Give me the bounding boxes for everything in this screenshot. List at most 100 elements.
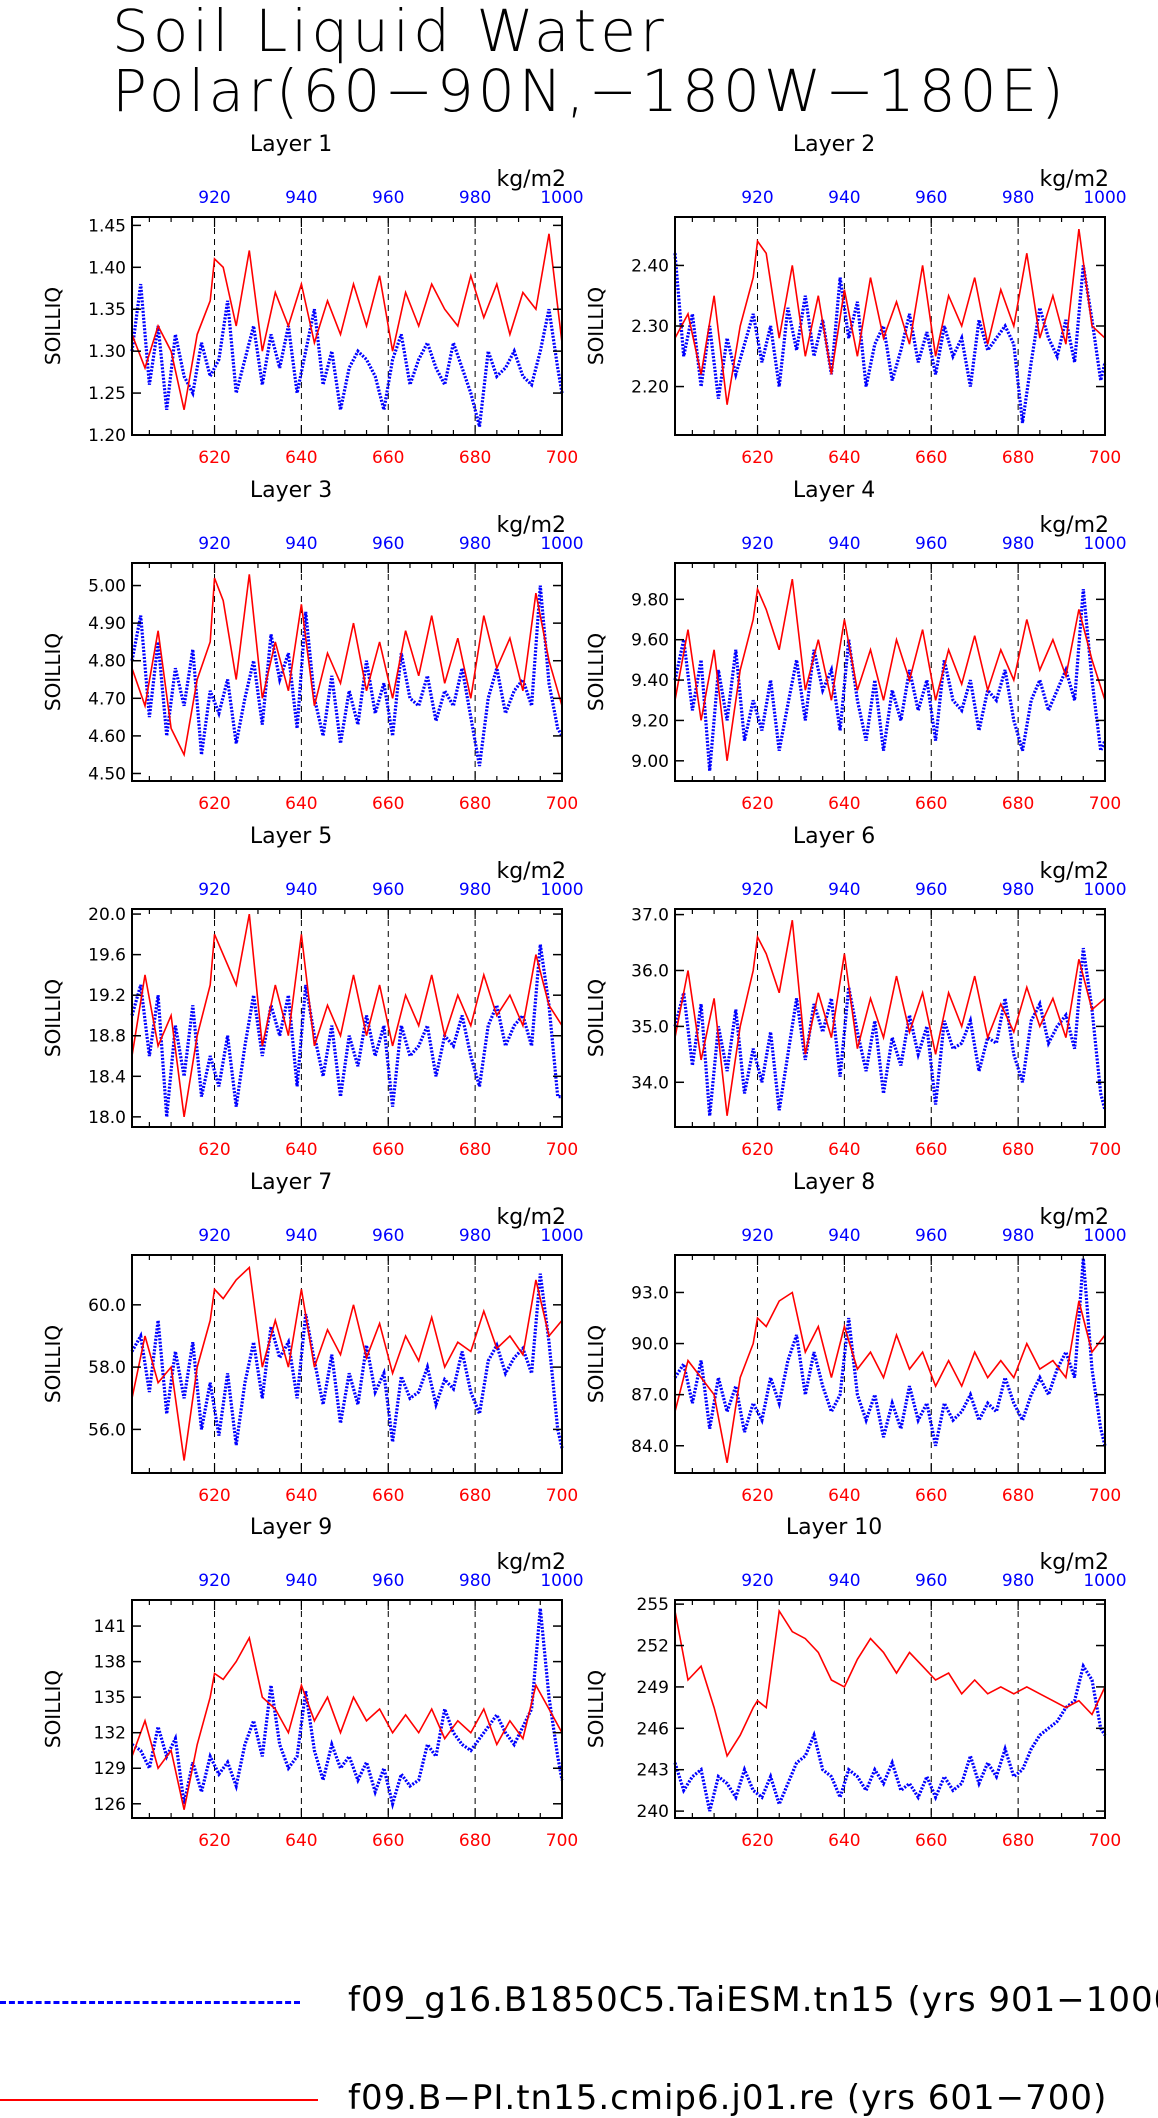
series-line-red <box>131 1635 563 1810</box>
panel-title: Layer 8 <box>793 1170 875 1195</box>
series-line-blue <box>673 253 1107 424</box>
panel-title: Layer 6 <box>793 824 875 849</box>
series-line-red <box>674 578 1106 761</box>
panel-2: Layer 2 kg/m2 2.20 2.30 2.40 620 640 660 680 700 9… <box>584 132 1127 468</box>
x-bottom-tick-label: 660 <box>915 1831 947 1851</box>
y-tick-label: 1.25 <box>88 384 126 404</box>
x-bottom-tick-label: 620 <box>198 794 230 814</box>
y-tick-label: 2.40 <box>631 256 669 276</box>
x-top-tick-label: 920 <box>741 1226 773 1246</box>
x-top-tick-label: 1000 <box>540 1226 583 1246</box>
x-bottom-tick-label: 620 <box>198 448 230 468</box>
panel-10: Layer 10 kg/m2 240 243 246 249 252 255 620 640 660… <box>584 1515 1127 1851</box>
x-top-tick-label: 940 <box>828 880 860 900</box>
y-tick-label: 93.0 <box>631 1283 669 1303</box>
x-bottom-tick-label: 700 <box>1089 794 1121 814</box>
x-bottom-tick-label: 620 <box>198 1486 230 1506</box>
y-tick-label: 84.0 <box>631 1437 669 1457</box>
y-tick-label: 1.20 <box>88 426 126 446</box>
x-bottom-tick-label: 680 <box>459 448 491 468</box>
panel-4: Layer 4 kg/m2 9.00 9.20 9.40 9.60 9.80 620 640 66… <box>584 478 1127 814</box>
top-axis-unit: kg/m2 <box>1039 513 1109 538</box>
x-bottom-tick-label: 700 <box>1089 1486 1121 1506</box>
x-bottom-tick-label: 680 <box>1002 1486 1034 1506</box>
y-axis-label: SOILLIQ <box>41 979 65 1057</box>
x-top-tick-label: 960 <box>372 1226 404 1246</box>
plot-frame <box>131 908 563 1128</box>
panel-title: Layer 4 <box>793 478 875 503</box>
x-bottom-tick-label: 700 <box>1089 1831 1121 1851</box>
y-tick-label: 249 <box>637 1678 669 1698</box>
x-top-tick-label: 1000 <box>540 880 583 900</box>
x-bottom-tick-label: 660 <box>915 1140 947 1160</box>
series-line-red <box>674 920 1106 1116</box>
top-axis-unit: kg/m2 <box>496 1550 566 1575</box>
x-top-tick-label: 940 <box>828 1571 860 1591</box>
panel-5: Layer 5 kg/m2 18.0 18.4 18.8 19.2 19.6 20.0 620 6… <box>41 824 584 1160</box>
x-bottom-tick-label: 700 <box>546 448 578 468</box>
x-bottom-tick-label: 680 <box>1002 448 1034 468</box>
plot-frame <box>674 562 1106 782</box>
series-line-red <box>131 913 563 1118</box>
x-top-tick-label: 920 <box>741 534 773 554</box>
legend-swatch-red-solid <box>0 2099 318 2101</box>
panel-title: Layer 2 <box>793 132 875 157</box>
x-top-tick-label: 1000 <box>540 1571 583 1591</box>
x-bottom-tick-label: 700 <box>1089 448 1121 468</box>
series-line-blue <box>130 585 564 767</box>
x-top-tick-label: 920 <box>198 880 230 900</box>
panel-1: Layer 1 kg/m2 1.20 1.25 1.30 1.35 1.40 1.45 620 6… <box>41 132 584 468</box>
y-tick-label: 18.8 <box>88 1027 126 1047</box>
x-bottom-tick-label: 620 <box>741 1140 773 1160</box>
y-tick-label: 60.0 <box>88 1296 126 1316</box>
series-line-blue <box>131 1608 564 1810</box>
y-axis-label: SOILLIQ <box>41 633 65 711</box>
series-line-blue <box>673 1258 1107 1447</box>
x-bottom-tick-label: 640 <box>285 448 317 468</box>
x-bottom-tick-label: 620 <box>198 1831 230 1851</box>
plot-frame <box>131 216 563 436</box>
x-top-tick-label: 980 <box>459 1226 491 1246</box>
x-top-tick-label: 940 <box>828 188 860 208</box>
figure-title-line2: Polar(60−90N,−180W−180E) <box>112 57 1068 125</box>
plot-frame <box>131 562 563 782</box>
y-axis-label: SOILLIQ <box>41 287 65 365</box>
series-line-blue <box>673 1662 1107 1812</box>
x-top-tick-label: 920 <box>741 188 773 208</box>
x-bottom-tick-label: 700 <box>546 1831 578 1851</box>
x-bottom-tick-label: 660 <box>372 1831 404 1851</box>
x-top-tick-label: 940 <box>285 880 317 900</box>
y-tick-label: 126 <box>94 1795 126 1815</box>
x-bottom-tick-label: 660 <box>915 1486 947 1506</box>
top-axis-unit: kg/m2 <box>496 1205 566 1230</box>
x-top-tick-label: 940 <box>828 534 860 554</box>
x-bottom-tick-label: 680 <box>1002 1831 1034 1851</box>
x-bottom-tick-label: 620 <box>741 1831 773 1851</box>
top-axis-unit: kg/m2 <box>1039 859 1109 884</box>
x-top-tick-label: 920 <box>198 534 230 554</box>
y-tick-label: 34.0 <box>631 1073 669 1093</box>
y-tick-label: 4.60 <box>88 727 126 747</box>
y-tick-label: 18.0 <box>88 1108 126 1128</box>
x-top-tick-label: 980 <box>1002 188 1034 208</box>
x-bottom-tick-label: 640 <box>828 1831 860 1851</box>
top-axis-unit: kg/m2 <box>496 167 566 192</box>
y-tick-label: 138 <box>94 1653 126 1673</box>
x-bottom-tick-label: 660 <box>915 794 947 814</box>
panel-title: Layer 3 <box>250 478 332 503</box>
x-top-tick-label: 960 <box>915 1226 947 1246</box>
y-tick-label: 4.70 <box>88 689 126 709</box>
x-bottom-tick-label: 660 <box>372 448 404 468</box>
x-bottom-tick-label: 680 <box>1002 1140 1034 1160</box>
x-bottom-tick-label: 620 <box>741 794 773 814</box>
x-top-tick-label: 920 <box>198 1226 230 1246</box>
x-top-tick-label: 940 <box>285 534 317 554</box>
x-bottom-tick-label: 660 <box>372 1486 404 1506</box>
top-axis-unit: kg/m2 <box>1039 1550 1109 1575</box>
panel-title: Layer 7 <box>250 1170 332 1195</box>
x-bottom-tick-label: 700 <box>546 1140 578 1160</box>
top-axis-unit: kg/m2 <box>1039 1205 1109 1230</box>
y-tick-label: 1.35 <box>88 300 126 320</box>
panel-6: Layer 6 kg/m2 34.0 35.0 36.0 37.0 620 640 660 680… <box>584 824 1127 1160</box>
y-tick-label: 129 <box>94 1759 126 1779</box>
